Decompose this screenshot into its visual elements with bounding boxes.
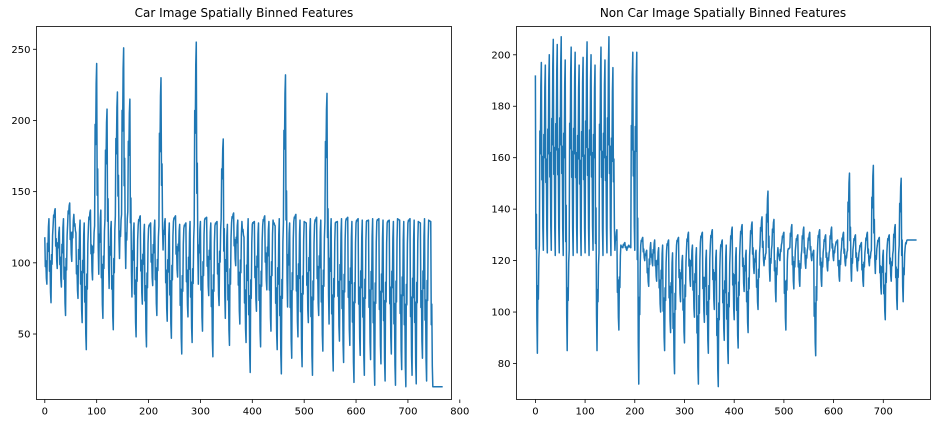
y-tick-label: 150 (11, 187, 30, 198)
y-tick-label: 200 (11, 116, 30, 127)
x-tick-label: 400 (725, 407, 744, 418)
x-tick-label: 0 (532, 407, 538, 418)
y-tick-label: 80 (498, 359, 511, 370)
x-tick-label: 300 (191, 407, 210, 418)
x-tick-label: 500 (774, 407, 793, 418)
y-tick-label: 100 (11, 258, 30, 269)
x-tick-label: 300 (675, 407, 694, 418)
y-tick-label: 50 (18, 330, 31, 341)
y-tick-label: 180 (491, 102, 510, 113)
chart-title: Car Image Spatially Binned Features (135, 6, 354, 20)
chart-title: Non Car Image Spatially Binned Features (600, 6, 846, 20)
y-tick-label: 160 (491, 153, 510, 164)
x-tick-label: 200 (625, 407, 644, 418)
chart-noncar-features: Non Car Image Spatially Binned Features … (491, 6, 931, 418)
chart-car-features: Car Image Spatially Binned Features 0 100… (11, 6, 469, 418)
x-tick-label: 0 (42, 407, 48, 418)
series-line-group (44, 41, 443, 388)
x-tick-label: 800 (450, 407, 469, 418)
x-tick-label: 600 (824, 407, 843, 418)
plot-frame (36, 26, 452, 400)
y-tick-label: 140 (491, 205, 510, 216)
y-tick-label: 100 (491, 308, 510, 319)
x-tick-label: 600 (347, 407, 366, 418)
series-line (534, 36, 917, 388)
x-tick-label: 500 (295, 407, 314, 418)
x-tick-label: 100 (87, 407, 106, 418)
axis-ticks: 0 100 200 300 400 500 600 700 800 50 100 150 200 250 (11, 45, 469, 418)
series-line (44, 41, 443, 388)
series-line-group (534, 36, 917, 388)
x-tick-label: 400 (243, 407, 262, 418)
y-tick-label: 200 (491, 50, 510, 61)
x-tick-label: 200 (139, 407, 158, 418)
y-tick-label: 250 (11, 45, 30, 56)
x-tick-label: 100 (576, 407, 595, 418)
y-tick-label: 120 (491, 256, 510, 267)
x-tick-label: 700 (874, 407, 893, 418)
axis-ticks: 0 100 200 300 400 500 600 700 80 100 120 140 160 180 2… (491, 50, 892, 417)
plot-frame (516, 26, 931, 400)
x-tick-label: 700 (398, 407, 417, 418)
